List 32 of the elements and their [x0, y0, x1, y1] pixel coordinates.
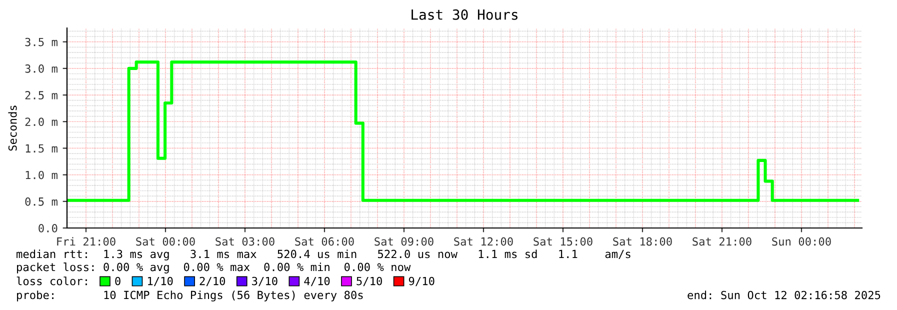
x-tick-label: Sat 12:00	[454, 237, 513, 246]
legend-label: 1/10	[148, 276, 173, 286]
x-tick-label: Sun 00:00	[772, 237, 831, 246]
x-tick-label: Sat 00:00	[136, 237, 195, 246]
y-tick-label: 3.0 m	[25, 64, 58, 73]
legend-label: 9/10	[408, 276, 434, 286]
y-tick-label: 2.0 m	[25, 118, 58, 126]
legend-label: 2/10	[200, 276, 226, 286]
text: packet loss: 0.00 % avg 0.00 % max 0.00 % min 0.00 % now	[17, 262, 411, 274]
legend-label: 4/10	[304, 276, 330, 286]
x-tick-label: Sat 18:00	[613, 237, 672, 246]
text: end: Sun Oct 12 02:16:58 2025	[688, 290, 880, 300]
legend-label: 0	[115, 276, 120, 286]
x-tick-label: Sat 09:00	[374, 237, 434, 246]
y-tick-label: 0.5 m	[25, 197, 58, 206]
x-tick-label: Sat 03:00	[216, 237, 274, 246]
x-tick-label: Sat 06:00	[295, 237, 354, 246]
y-tick-label: 3.5 m	[25, 38, 58, 46]
x-tick-label: Sat 15:00	[534, 237, 592, 246]
y-tick-label: 2.5 m	[25, 91, 58, 100]
legend-title: loss color:	[16, 276, 87, 286]
chart-title: Last 30 Hours	[412, 9, 518, 20]
legend-label: 5/10	[356, 276, 382, 286]
y-tick-label: 0.0	[38, 224, 58, 232]
y-tick-label: 1.0 m	[26, 170, 58, 180]
y-tick-label: 1.5 m	[26, 144, 58, 153]
text: median rtt: 1.3 ms avg 3.1 ms max 520.4 us min 522.0 us now 1.1 ms sd 1.1 am/s	[16, 250, 630, 260]
x-tick-label: Sat 21:00	[692, 237, 752, 246]
text: probe: 10 ICMP Echo Pings (56 Bytes) every 80s	[17, 290, 363, 302]
y-axis-title: Seconds	[8, 106, 17, 151]
x-tick-label: Fri 21:00	[57, 237, 116, 246]
legend-label: 3/10	[252, 276, 278, 286]
